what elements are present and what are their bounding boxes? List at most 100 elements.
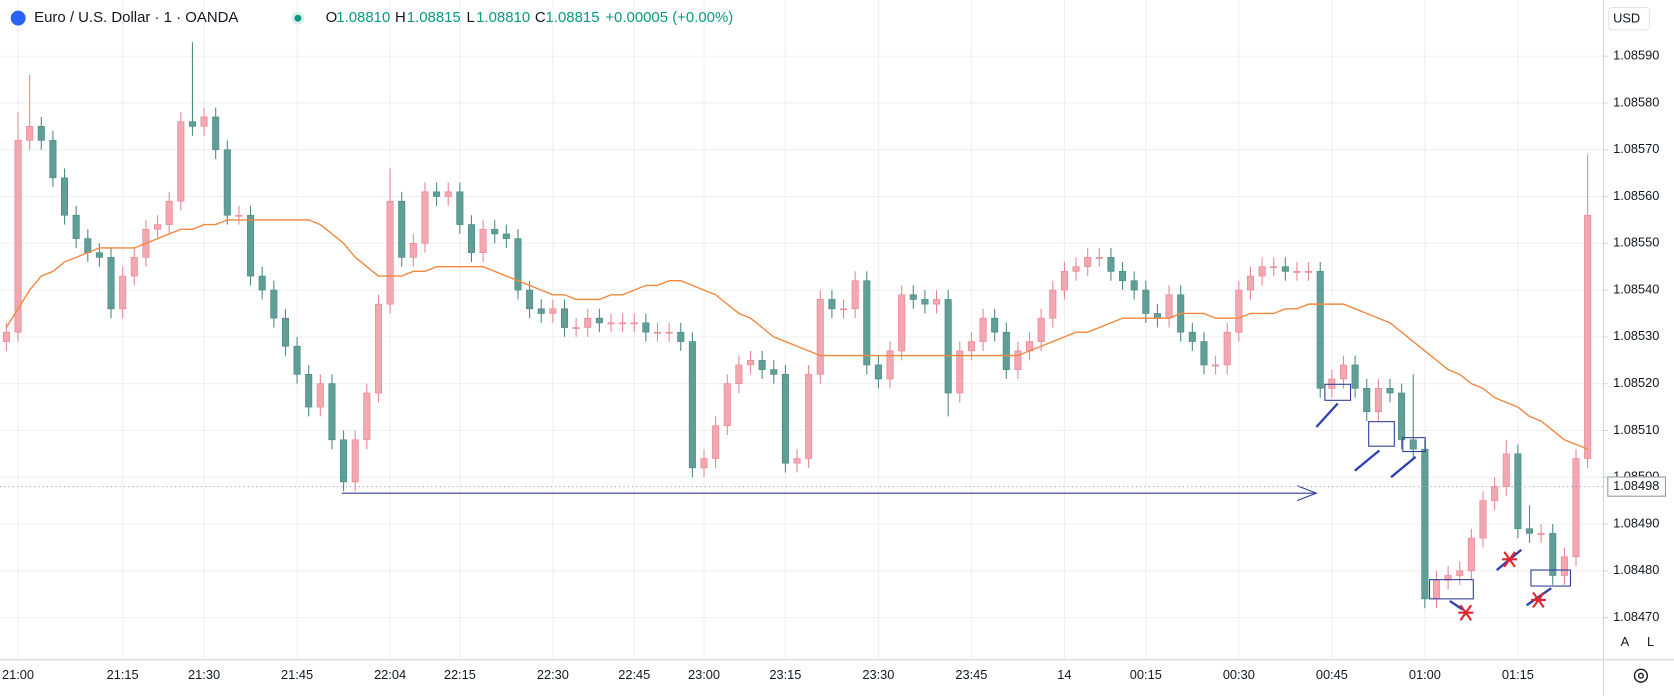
star [1458,604,1474,621]
currency-button[interactable] [1608,6,1650,31]
candle-body [223,149,231,216]
gear-inner[interactable] [1637,672,1644,679]
drawings [341,383,1571,621]
candle-body [270,289,278,319]
candle-body [979,317,987,342]
candle-body [1421,448,1429,600]
candle-body [1339,364,1348,380]
candle-body [1223,331,1231,366]
last-price-box [1607,476,1666,497]
log-scale[interactable]: L [1647,634,1654,649]
candle-body [1258,266,1266,277]
candle-body [258,275,266,291]
candle-body [409,242,417,258]
candle-body [991,317,999,333]
candle-body [1386,388,1394,394]
x-tick-label: 22:45 [618,667,650,682]
candle-body [107,257,115,310]
candle-body [840,308,848,311]
y-tick-label: 1.08470 [1613,609,1659,624]
grid [0,0,1604,660]
change: +0.00005 (+0.00%) [605,9,733,26]
log-scale-button[interactable] [1640,633,1661,653]
x-tick-label: 01:00 [1409,667,1441,682]
candle-body [1235,289,1243,333]
time-axis [0,659,1674,696]
candle-body [712,425,720,459]
candle-body [84,238,92,253]
candle-body [200,116,208,127]
candle-body [700,458,708,469]
candle-body [1084,257,1092,268]
candle-body [305,373,313,408]
candle-body [1200,341,1208,366]
candle-body [433,191,441,197]
candle-body [2,331,10,342]
candle-body [944,299,952,394]
moving-average [5,219,1588,450]
x-tick-label: 23:15 [769,667,801,682]
y-tick-label: 1.08490 [1613,515,1659,530]
candle-body [328,383,336,441]
stroke [1526,587,1552,607]
currency[interactable]: USD [1613,11,1640,26]
candle-body [1525,528,1534,534]
y-tick-label: 1.08510 [1613,422,1659,437]
candle-body [1374,388,1382,413]
candle-body [1107,257,1115,272]
candle-body [653,331,662,334]
candle-body [363,392,371,441]
settings-icon[interactable] [1633,668,1649,683]
box [1402,437,1426,453]
x-tick-label: 21:30 [188,667,220,682]
last-price-label: 1.08498 [1613,478,1659,493]
candle-body [514,238,522,291]
gear-outer[interactable] [1633,668,1649,683]
candle-body [874,364,882,380]
box [1428,579,1474,600]
candle-body [1060,271,1068,291]
x-tick-label: 14 [1057,667,1071,682]
candle-body [898,294,906,352]
candle-body [630,322,638,325]
candle-body [1095,257,1103,259]
candle-body [595,317,603,324]
candle-body [293,345,301,375]
candle-body [1398,392,1406,441]
auto-scale[interactable]: A [1621,634,1630,649]
candle-body [61,177,69,216]
x-tick-label: 21:00 [2,667,34,682]
x-tick-label: 22:15 [444,667,476,682]
star [1530,591,1546,609]
ohlc-value: 1.08815 [546,9,600,26]
candle-body [247,214,255,277]
candle-body [723,383,731,427]
price-axis [1603,0,1674,696]
candle-body [735,364,743,384]
candle-body [1119,271,1127,282]
auto-scale-button[interactable] [1615,633,1635,653]
candle-body [560,308,569,328]
candle-body [1212,364,1220,367]
candle-body [863,280,871,366]
x-tick-label: 01:15 [1502,667,1534,682]
candle-body [1351,364,1359,389]
candle-body [26,126,34,141]
candle-body [816,299,824,375]
candle-body [642,322,650,333]
candle-body [1432,579,1441,600]
y-tick-label: 1.08520 [1613,375,1659,390]
x-tick-label: 00:15 [1130,667,1162,682]
ohlc-value: 1.08810 [476,9,530,26]
candle-body [1014,350,1022,370]
candle-body [758,359,766,370]
x-tick-label: 00:45 [1316,667,1348,682]
y-tick-label: 1.08540 [1613,281,1659,296]
candle-body [770,369,778,375]
candle-body [549,308,557,314]
ohlc-key: L [467,9,475,26]
candle-body [1456,570,1464,576]
y-tick-label: 1.08570 [1613,141,1659,156]
candle-body [619,322,627,325]
stroke [1449,600,1464,611]
